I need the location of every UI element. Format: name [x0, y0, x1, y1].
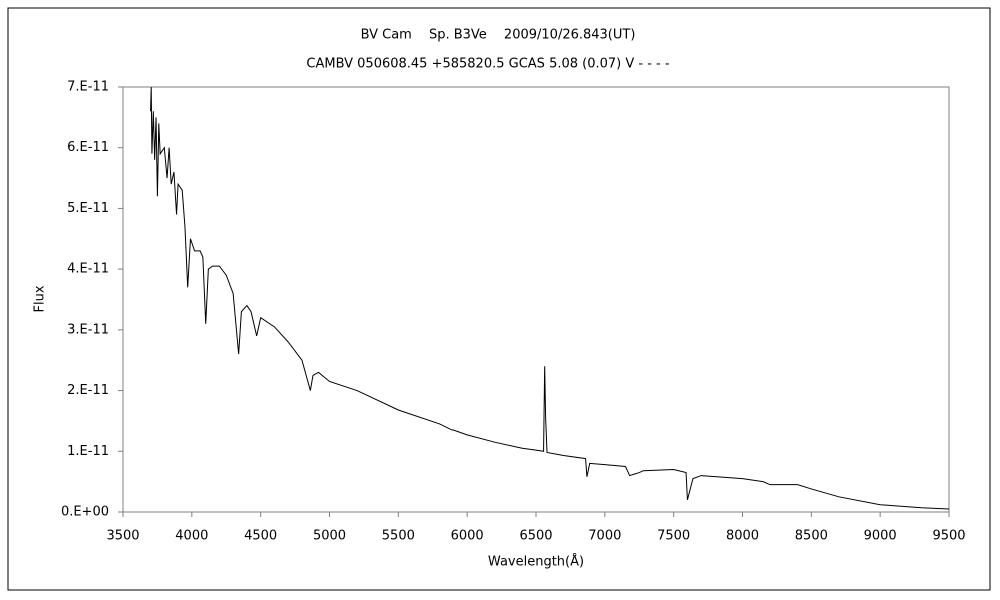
y-axis-label: Flux — [33, 285, 48, 312]
x-tick-label: 3500 — [106, 529, 139, 544]
x-tick-label: 9000 — [864, 529, 897, 544]
y-tick-label: 6.E-11 — [67, 140, 109, 155]
y-tick-label: 0.E+00 — [61, 505, 109, 520]
x-axis-label: Wavelength(Å) — [488, 554, 584, 570]
chart-border — [7, 7, 991, 591]
y-tick-label: 7.E-11 — [67, 80, 109, 95]
y-tick-label: 4.E-11 — [67, 262, 109, 277]
y-tick-label: 2.E-11 — [67, 383, 109, 398]
y-tick-label: 3.E-11 — [67, 322, 109, 337]
spectrum-line — [150, 86, 950, 510]
x-tick-label: 5000 — [313, 529, 346, 544]
x-tick-label: 9500 — [932, 529, 965, 544]
x-tick-label: 4000 — [175, 529, 208, 544]
y-tick-label: 5.E-11 — [67, 201, 109, 216]
chart-title: BV Cam Sp. B3Ve 2009/10/26.843(UT) — [361, 28, 636, 43]
x-tick-label: 4500 — [244, 529, 277, 544]
x-tick-label: 8500 — [795, 529, 828, 544]
x-tick-label: 6000 — [451, 529, 484, 544]
x-tick-label: 7000 — [588, 529, 621, 544]
x-tick-label: 8000 — [726, 529, 759, 544]
x-tick-label: 6500 — [519, 529, 552, 544]
x-tick-label: 7500 — [657, 529, 690, 544]
x-tick-label: 5500 — [382, 529, 415, 544]
chart-subtitle: CAMBV 050608.45 +585820.5 GCAS 5.08 (0.0… — [306, 57, 669, 72]
y-tick-label: 1.E-11 — [67, 444, 109, 459]
